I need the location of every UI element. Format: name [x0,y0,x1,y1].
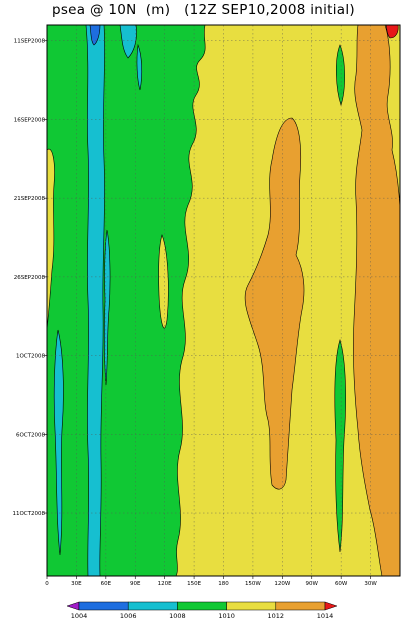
x-tick-label: 120E [158,581,172,587]
gridlines [47,25,400,576]
x-tick-label: 150W [245,581,261,587]
x-tick-label: 180 [218,581,229,587]
x-axis: 0 30E 60E 90E 120E 150E 180 150W 120W 90W 60W 30W [45,576,377,587]
colorbar-swatch [324,601,338,611]
x-tick-label: 120W [274,581,290,587]
colorbar-label: 1012 [268,612,285,620]
y-tick-label: 11SEP2008 [14,39,46,45]
contour-1012-1014-center [244,117,305,490]
contour-1006-1008-streak-a [119,25,137,59]
colorbar: 1004 1006 1008 1010 1012 1014 [66,601,338,620]
contour-above-1014 [385,25,399,39]
y-tick-label: 26SEP2008 [14,275,46,281]
colorbar-label: 1008 [169,612,186,620]
contour-1010-1012-island [158,234,169,329]
y-axis: 11SEP2008 16SEP2008 21SEP2008 26SEP2008 1OCT… [12,39,47,517]
contour-1006-1008-streak-b [53,329,64,556]
y-tick-label: 21SEP2008 [14,196,46,202]
y-tick-label: 6OCT2008 [16,432,46,438]
colorbar-label: 1004 [71,612,88,620]
colorbar-label: 1014 [317,612,334,620]
colorbar-label: 1010 [218,612,235,620]
y-tick-label: 1OCT2008 [16,354,46,360]
y-tick-label: 16SEP2008 [14,117,46,123]
contour-1006-1008-streak-d [136,43,143,91]
x-tick-label: 90E [130,581,141,587]
y-tick-label: 11OCT2008 [12,511,45,517]
colorbar-label: 1006 [120,612,137,620]
chart-title: psea @ 10N (m) (12Z SEP10,2008 initial) [51,2,355,18]
colorbar-swatch [226,601,277,611]
colorbar-swatch [127,601,178,611]
x-tick-label: 90W [306,581,319,587]
colorbar-swatch [66,601,80,611]
x-tick-label: 60E [101,581,112,587]
contour-1004-1006-patch-a [89,25,101,46]
contour-1008-1010-east-b [334,338,346,553]
colorbar-swatch [275,601,326,611]
x-tick-label: 60W [335,581,348,587]
contour-1012-1014-east [353,25,400,576]
x-tick-label: 30W [364,581,377,587]
contour-1010-1012-west-blob [47,148,55,331]
contour-1006-1008-band [85,25,105,576]
x-tick-label: 150E [187,581,201,587]
x-tick-label: 0 [45,581,49,587]
x-tick-label: 30E [71,581,82,587]
colorbar-swatch [177,601,227,611]
contour-1008-1010-west [47,25,206,576]
colorbar-swatch [78,601,129,611]
